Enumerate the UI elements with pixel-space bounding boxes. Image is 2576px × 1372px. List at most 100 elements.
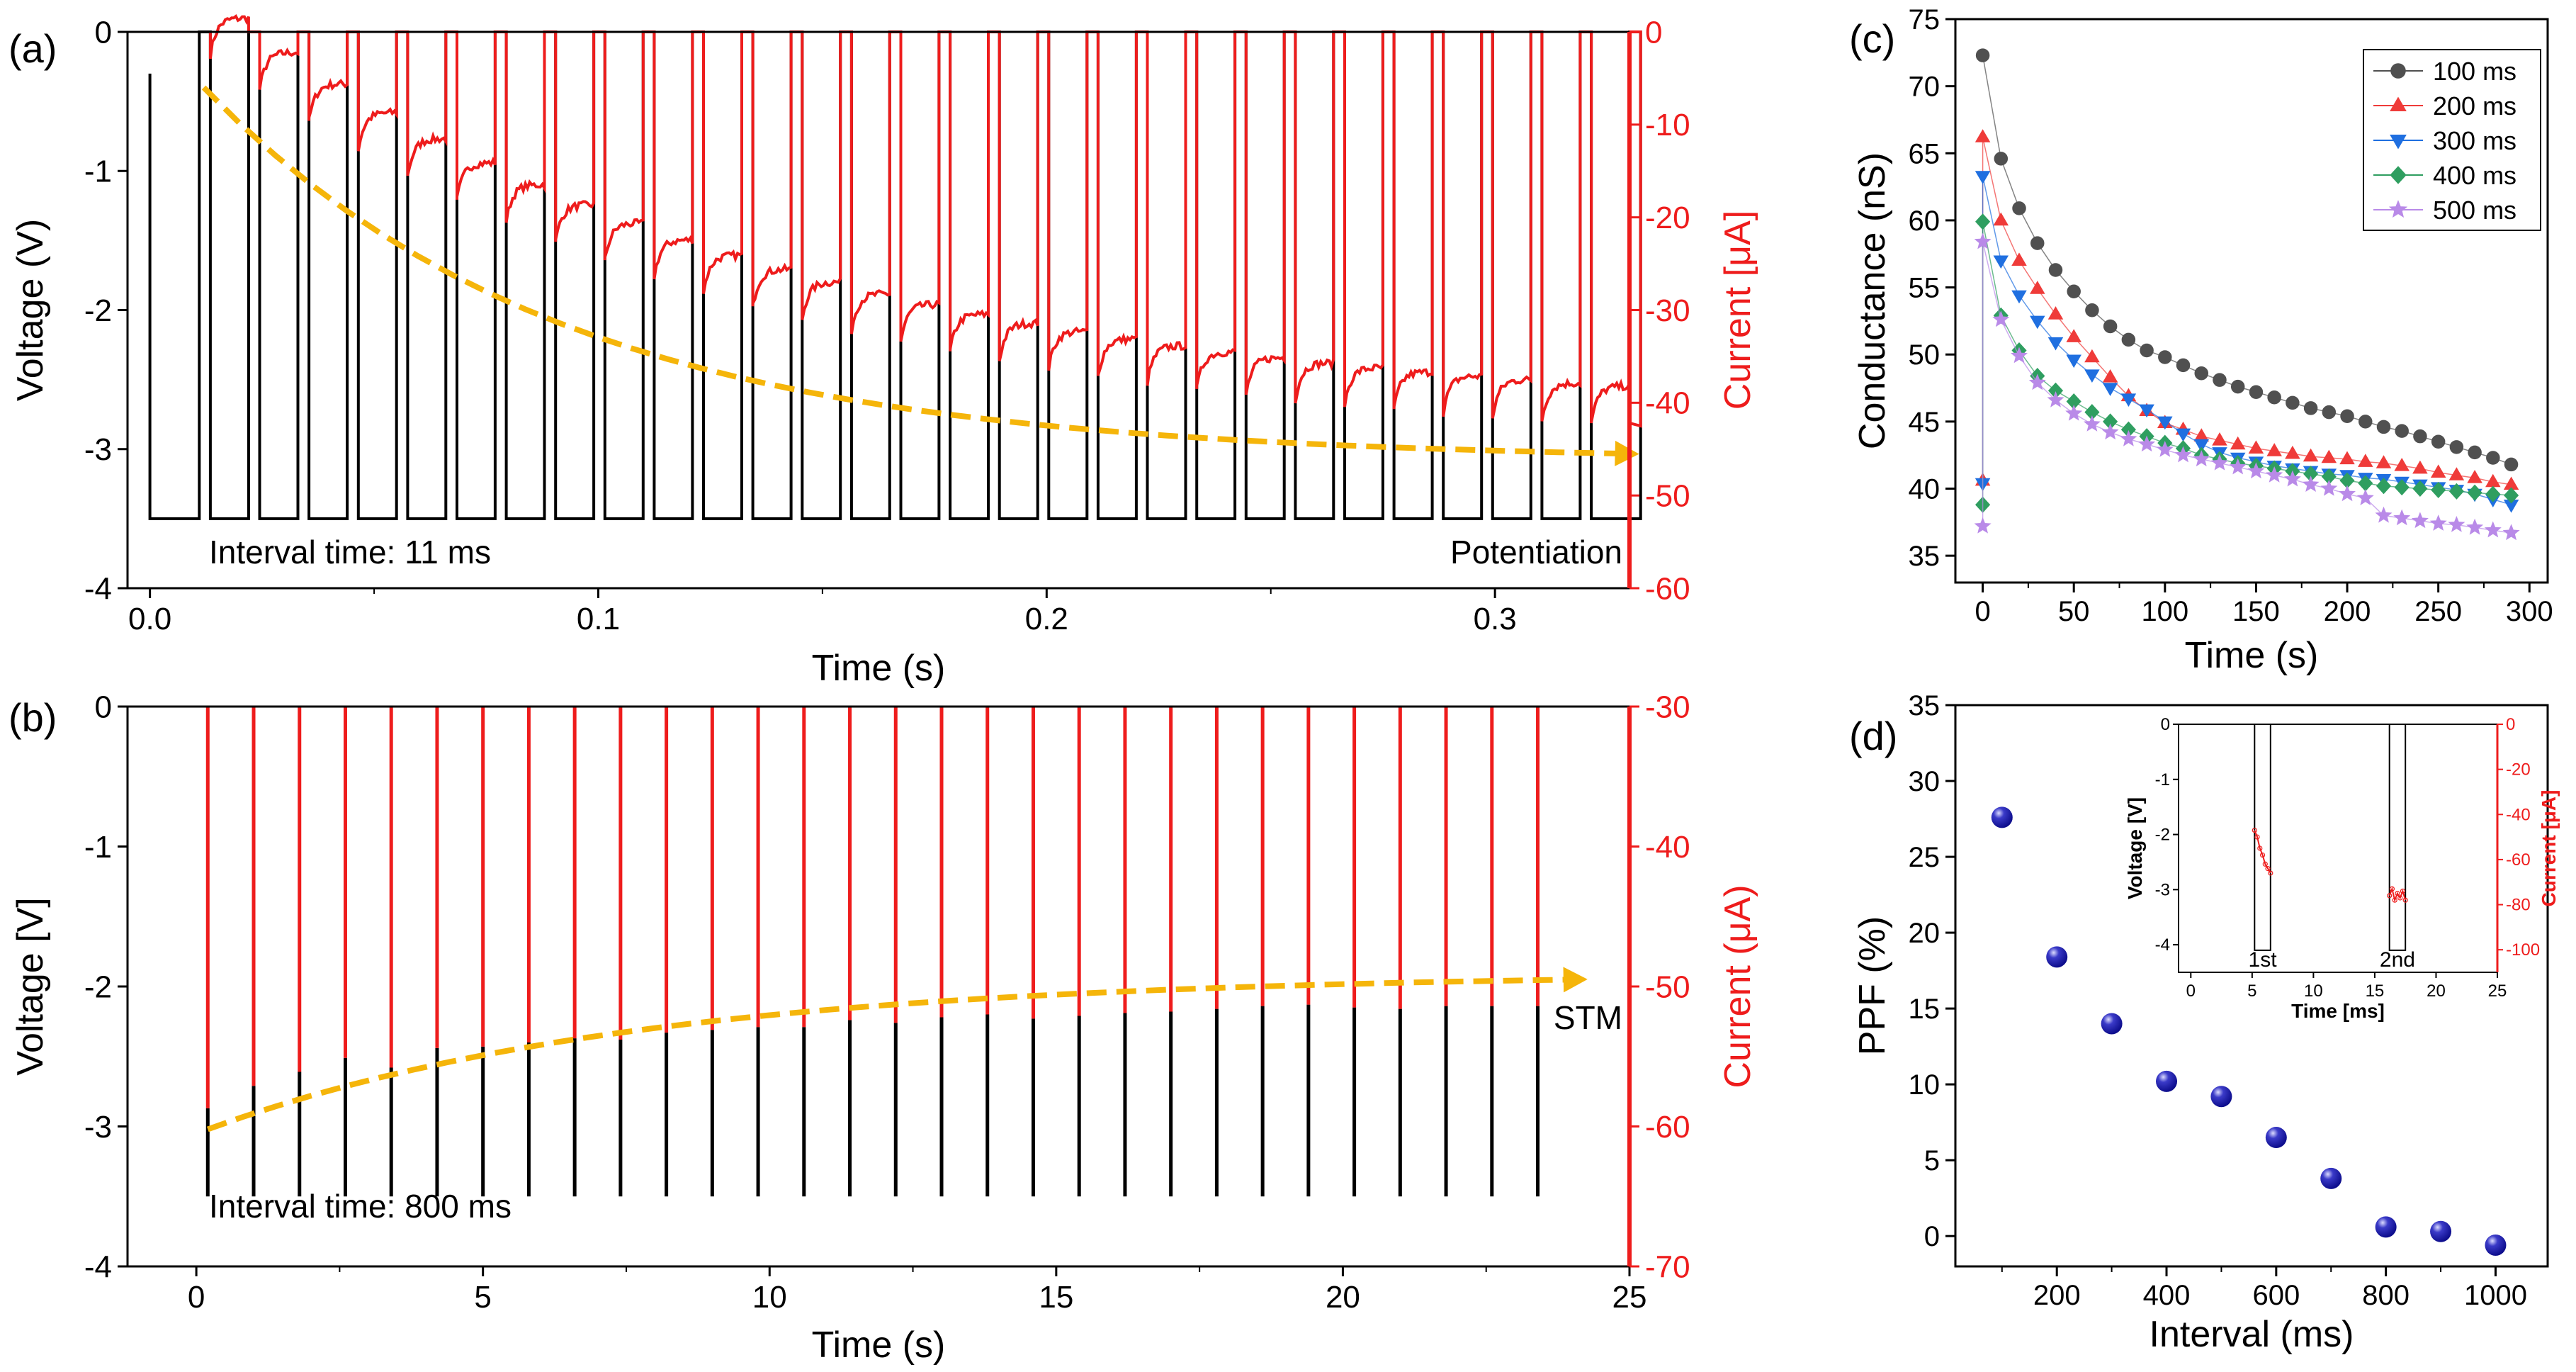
panel-d-ytick-label: 30 <box>1909 766 1941 797</box>
series-1-point <box>2303 401 2318 415</box>
series-1-point <box>2085 303 2099 317</box>
trend-arrow-head <box>1615 440 1639 466</box>
series-1-point <box>2468 445 2482 460</box>
trend-arrow-line <box>206 977 1578 1132</box>
panel-label-d: (d) <box>1849 714 1897 758</box>
series-3-point <box>2193 439 2210 453</box>
panel-a-ytick-right-label: -10 <box>1645 108 1690 142</box>
inset-current-trace <box>2388 886 2407 903</box>
inset-xtick-label: 15 <box>2366 982 2385 1001</box>
series-2-point <box>2102 369 2118 383</box>
panel-c-xtick-label: 200 <box>2324 596 2371 627</box>
series-2-point <box>2412 460 2428 474</box>
inset-ytick-right-label: -20 <box>2506 760 2531 780</box>
series-1-point <box>2504 457 2519 472</box>
inset-current-point <box>2395 891 2400 896</box>
panel-d-ytick-label: 25 <box>1909 842 1941 873</box>
inset-current-point <box>2268 870 2273 876</box>
inset-ytick-label: -3 <box>2155 880 2170 899</box>
panel-c-ytick-label: 75 <box>1909 4 1941 35</box>
panel-c-ytick-label: 45 <box>1909 407 1941 438</box>
series-2-point <box>2230 436 2246 450</box>
series-3-point <box>2011 290 2027 304</box>
series-5-point <box>2283 470 2301 487</box>
series-4-point <box>2412 480 2428 497</box>
series-4-point <box>2504 487 2519 504</box>
series-5-point <box>2393 509 2411 526</box>
series-5-point <box>2320 479 2338 496</box>
legend-label: 300 ms <box>2433 126 2516 155</box>
panel-a-xtick-label: 0.1 <box>577 602 620 636</box>
inset-ytick-right-label: -80 <box>2506 896 2531 915</box>
inset-current-point <box>2254 834 2260 840</box>
series-5-point <box>2156 441 2174 457</box>
panel-label-b: (b) <box>9 695 57 740</box>
inset-pulse-label: 1st <box>2249 948 2278 972</box>
inset-ytick-label: 0 <box>2161 715 2170 734</box>
series-3-point <box>2157 416 2173 430</box>
x-axis-title: Time (s) <box>2185 635 2319 676</box>
panel-a-ytick-right-label: 0 <box>1645 15 1662 50</box>
series-3-point <box>2047 337 2064 351</box>
panel-c-ytick-label: 60 <box>1909 206 1941 237</box>
panel-d-frame <box>1954 704 2549 1268</box>
series-3-point <box>2102 383 2118 396</box>
inset-current-point <box>2389 886 2395 892</box>
series-2-point <box>2303 448 2319 462</box>
panel-b-ytick-right-label: -40 <box>1645 830 1690 865</box>
panel-b-ytick-right-label: -60 <box>1645 1110 1690 1145</box>
series-1-point <box>2486 451 2500 465</box>
panel-a-ytick-label: -4 <box>84 571 112 606</box>
current-trace <box>208 13 1642 428</box>
series-3-point <box>2066 354 2081 369</box>
legend-marker <box>2390 63 2406 79</box>
inset-ytick-right-label: 0 <box>2506 715 2515 734</box>
inset-current-point <box>2387 893 2393 899</box>
inset-current-point <box>2400 888 2406 894</box>
series-2-point <box>2358 454 2373 467</box>
y-axis-title-right: Current (μA) <box>1717 884 1758 1088</box>
inset-y-axis-title-right: Current [μA] <box>2538 790 2560 907</box>
panel-d-ytick-label: 10 <box>1909 1069 1941 1101</box>
series-1-point <box>2067 284 2081 298</box>
panel-b-ytick-label: -1 <box>84 830 112 865</box>
panel-a: 0.0 0.1 0.2 0.3-4-3-2-10-60-50-40-30-20-100… <box>10 13 1758 689</box>
interval-annotation: Interval time: 800 ms <box>209 1188 512 1225</box>
series-2-point <box>2321 449 2337 463</box>
legend-marker <box>2390 166 2407 184</box>
series-2-point <box>2011 252 2027 266</box>
series-2-point <box>1975 129 1991 142</box>
series-5-point <box>2466 518 2484 535</box>
series-5-point <box>2211 454 2228 471</box>
series-3-point <box>1993 255 2009 269</box>
x-axis-title: Time (s) <box>812 1325 946 1366</box>
panel-b-ytick-right-label: -50 <box>1645 969 1690 1004</box>
ppf-point <box>2210 1086 2232 1108</box>
panel-b: 0 5 10 15 20 25 -4 -3 -2 -1 0 -70 -60 -50 -40 -30 Time (… <box>10 690 1758 1366</box>
trend-arrow-head <box>1563 967 1588 993</box>
panel-d-xtick-label: 800 <box>2362 1280 2410 1311</box>
panel-a-ytick-right-label: -20 <box>1645 201 1690 235</box>
series-5-point <box>1974 232 1992 249</box>
inset-current-point <box>2397 895 2403 901</box>
series-5-point <box>2047 390 2064 407</box>
panel-d-ytick-label: 35 <box>1909 690 1941 721</box>
y-axis-title: Conductance (nS) <box>1852 152 1893 449</box>
series-4-point <box>2431 481 2446 498</box>
panel-b-xtick-label: 5 <box>474 1280 491 1315</box>
panel-d-xtick-label: 600 <box>2252 1280 2300 1311</box>
trend-arrow-line <box>201 85 1630 457</box>
series-1-point <box>2158 350 2172 364</box>
inset-current-point <box>2252 827 2257 833</box>
inset-xtick-label: 20 <box>2427 982 2446 1001</box>
series-5-point <box>2083 415 2101 432</box>
panel-d-ytick-label: 15 <box>1909 994 1941 1025</box>
series-1-point <box>2194 366 2209 381</box>
panel-b-xtick-label: 20 <box>1326 1280 1360 1315</box>
series-1-point <box>2413 429 2427 444</box>
panel-c-xtick-label: 50 <box>2058 596 2090 627</box>
panel-b-ytick-label: -3 <box>84 1110 112 1145</box>
series-1-point <box>2213 373 2227 387</box>
inset-current-point <box>2392 897 2397 903</box>
ppf-point <box>2375 1216 2397 1238</box>
